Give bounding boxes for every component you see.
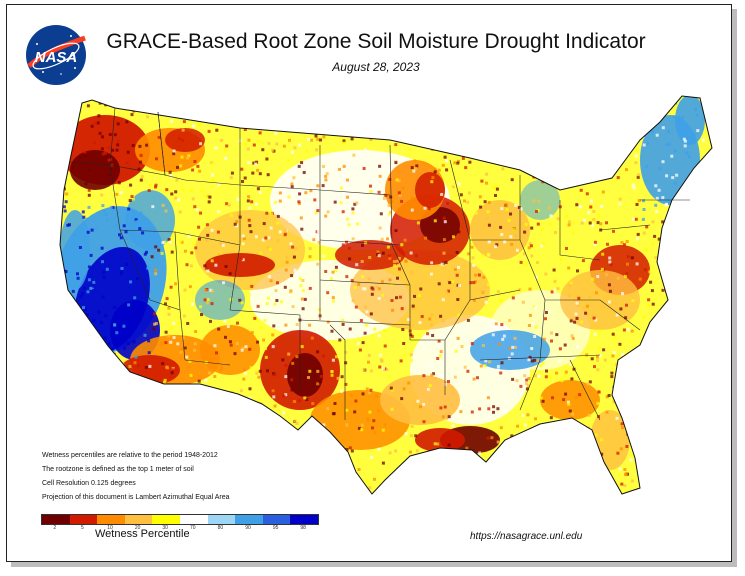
legend-ticks: 2 5 10 20 30 70 80 90 95 98	[41, 525, 317, 533]
legend-swatch	[207, 515, 236, 524]
legend-swatch	[42, 515, 70, 524]
legend-swatch	[235, 515, 263, 524]
map-title: GRACE-Based Root Zone Soil Moisture Drou…	[106, 30, 646, 53]
legend-swatch	[124, 515, 153, 524]
legend-tick-label: 2	[53, 525, 57, 531]
legend-tick-label: 70	[190, 525, 196, 531]
map-date: August 28, 2023	[332, 60, 420, 74]
legend: 2 5 10 20 30 70 80 90 95 98	[41, 514, 319, 533]
legend-swatch	[97, 515, 125, 524]
nasa-logo-text: NASA	[35, 49, 78, 66]
note-period: Wetness percentiles are relative to the …	[42, 452, 218, 459]
source-url: https://nasagrace.unl.edu	[470, 531, 583, 542]
legend-swatch	[262, 515, 291, 524]
note-resolution: Cell Resolution 0.125 degrees	[42, 480, 136, 487]
legend-tick-label: 98	[300, 525, 306, 531]
legend-swatch	[152, 515, 180, 524]
legend-colorbar	[41, 514, 319, 525]
legend-swatch	[290, 515, 318, 524]
nasa-logo: NASA	[23, 22, 89, 88]
legend-tick-label: 80	[217, 525, 224, 531]
legend-tick-label: 90	[245, 525, 251, 531]
legend-swatch	[179, 515, 208, 524]
legend-tick-label: 30	[162, 525, 168, 531]
note-projection: Projection of this document is Lambert A…	[42, 494, 230, 501]
legend-tick-label: 10	[107, 525, 113, 531]
legend-tick-label: 5	[81, 525, 84, 531]
legend-tick-label: 95	[272, 525, 279, 531]
legend-swatch	[69, 515, 98, 524]
legend-tick-label: 20	[134, 525, 141, 531]
legend-title: Wetness Percentile	[95, 528, 190, 540]
map-notes: Wetness percentiles are relative to the …	[42, 449, 342, 505]
note-rootzone: The rootzone is defined as the top 1 met…	[42, 466, 194, 473]
